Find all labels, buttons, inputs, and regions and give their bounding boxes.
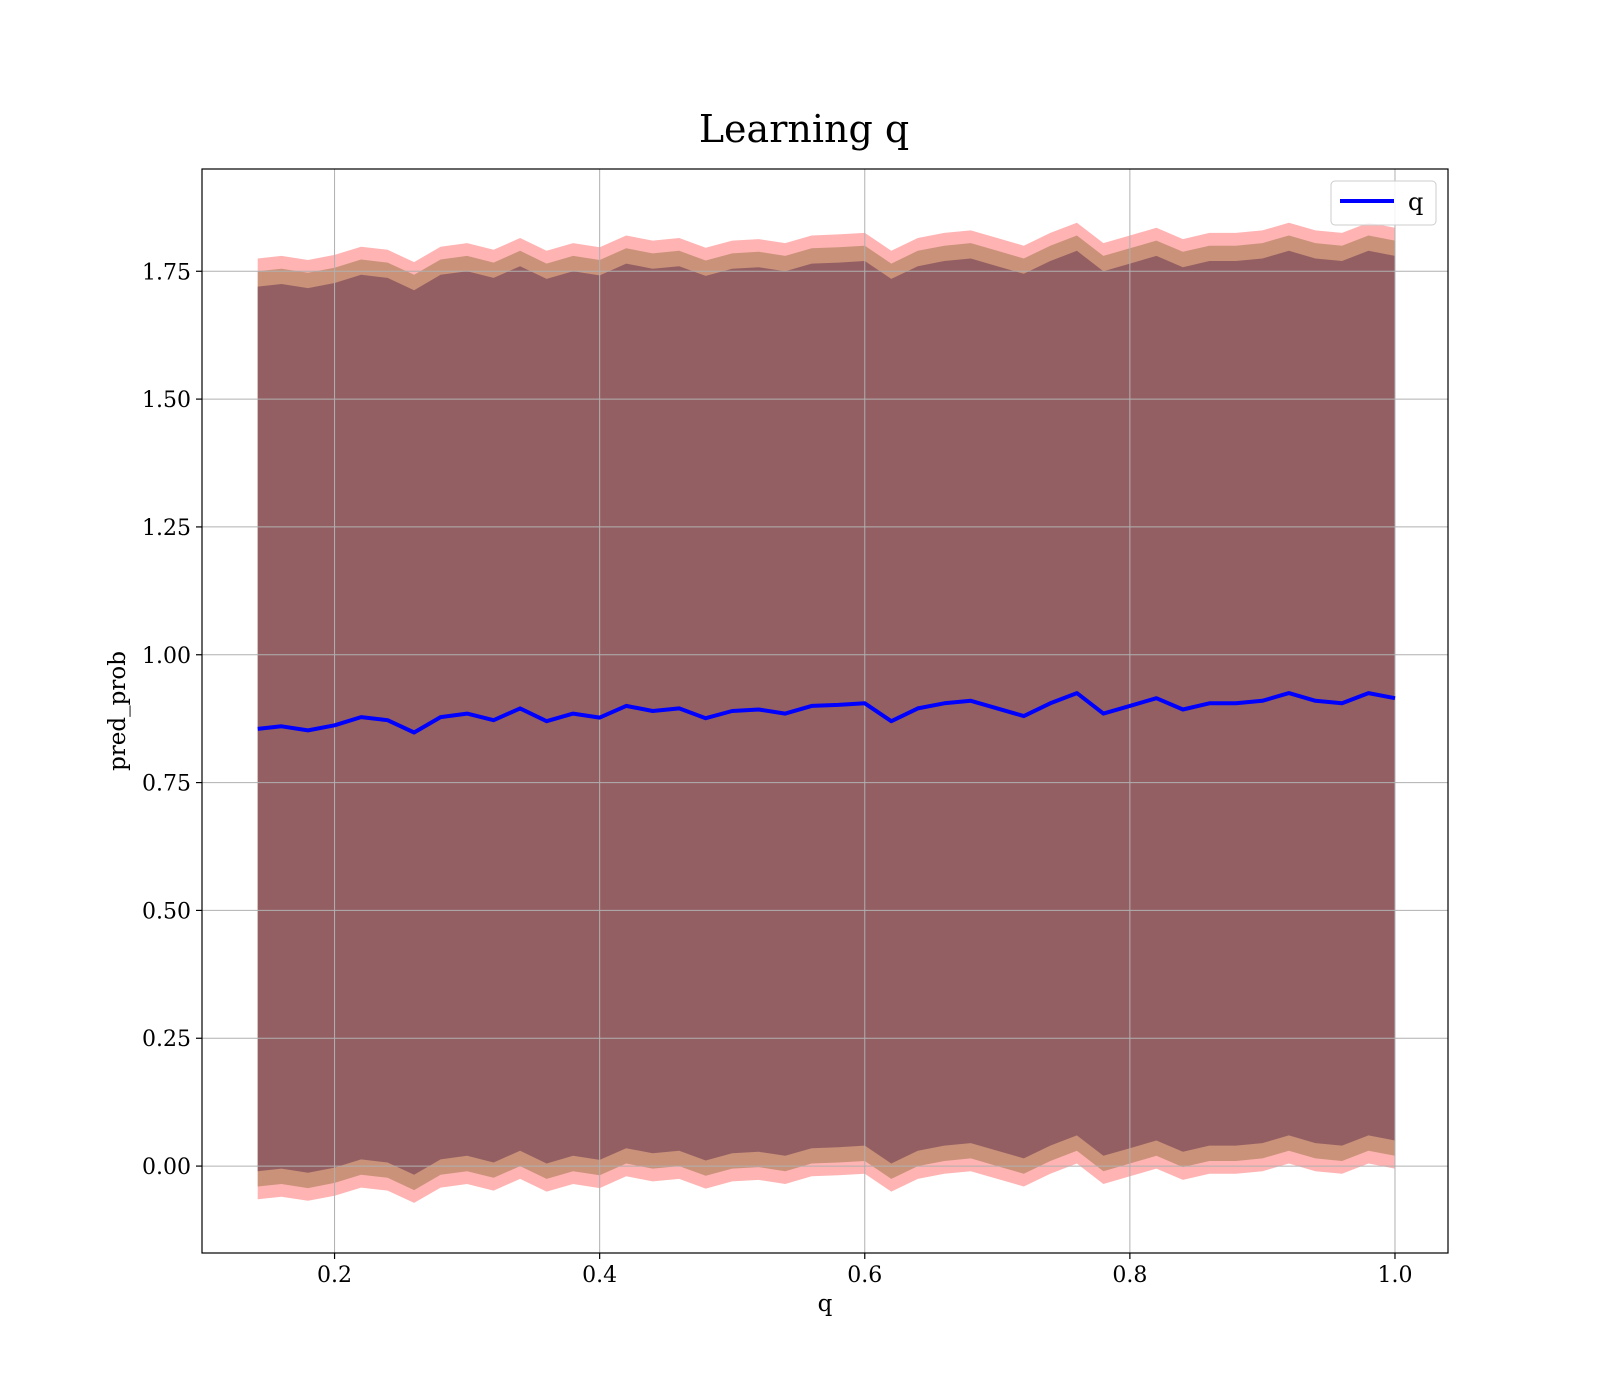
y-tick-label: 1.50: [142, 388, 191, 413]
y-tick-label: 1.25: [142, 516, 191, 541]
y-tick-label: 0.75: [142, 772, 191, 797]
y-tick-label: 0.50: [142, 899, 191, 924]
x-tick-label: 0.2: [317, 1263, 352, 1288]
series-line-q: [257, 691, 1396, 735]
chart-title: Learning q: [699, 107, 909, 151]
plot-frame: [201, 168, 1449, 1254]
y-tick-label: 0.00: [142, 1155, 191, 1180]
x-tick-label: 0.8: [1112, 1263, 1147, 1288]
y-tick-label: 0.25: [142, 1027, 191, 1052]
x-tick-label: 0.4: [582, 1263, 617, 1288]
x-axis-label: q: [818, 1291, 833, 1317]
legend: q: [1330, 180, 1437, 226]
y-axis-label: pred_prob: [105, 651, 131, 771]
y-axis: 0.00 0.25 0.50 0.75 1.00 1.25 1.50 1.75: [142, 260, 202, 1180]
confidence-band-3: [257, 250, 1396, 1175]
grid-layer: [202, 169, 1448, 1253]
y-tick-label: 1.00: [142, 644, 191, 669]
plot-area: [201, 168, 1449, 1254]
x-axis: 0.2 0.4 0.6 0.8 1.0: [317, 1253, 1412, 1288]
x-tick-label: 0.6: [847, 1263, 882, 1288]
x-tick-label: 1.0: [1377, 1263, 1412, 1288]
bands-layer: [257, 222, 1396, 1203]
y-tick-label: 1.75: [142, 260, 191, 285]
legend-label-q: q: [1408, 188, 1423, 216]
lines-layer: [257, 691, 1396, 735]
